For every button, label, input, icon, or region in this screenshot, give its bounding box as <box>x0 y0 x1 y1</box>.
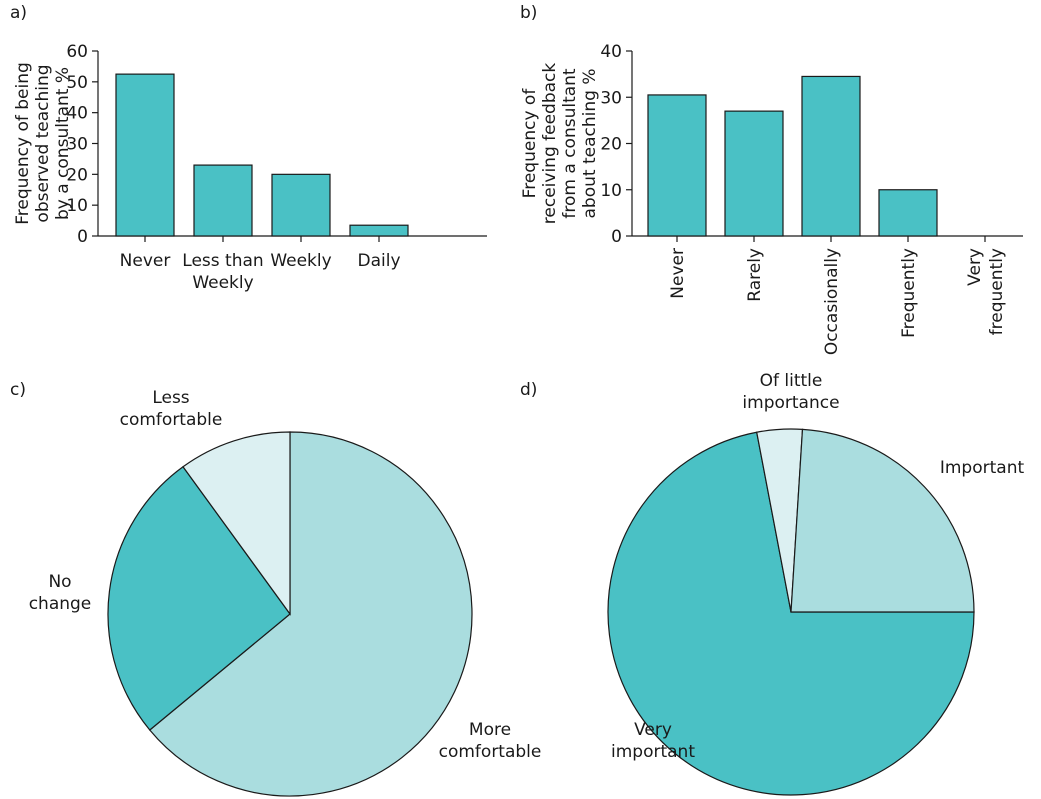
x-tick-label-line: Occasionally <box>822 248 842 355</box>
y-axis-label-line: receiving feedback <box>540 63 560 225</box>
pie-label-line: importance <box>742 393 839 413</box>
bar-b-0 <box>647 94 707 237</box>
pie-slice-c-0 <box>148 431 473 797</box>
x-tick-label: Rarely <box>745 248 765 302</box>
pie-label: Very important <box>611 720 695 762</box>
pie-slice-d-0 <box>607 431 975 796</box>
bar-b-1 <box>724 110 784 237</box>
y-tick-label: 0 <box>611 227 622 247</box>
y-tick-label: 30 <box>66 135 88 155</box>
x-tick-label: Never <box>120 251 171 271</box>
pie-label-line: important <box>611 742 695 762</box>
panel-label-c: c) <box>10 380 26 400</box>
x-tick-label: Very frequently <box>965 248 1007 335</box>
bar-b-3 <box>878 189 938 237</box>
pie-slice-c-1 <box>107 465 291 731</box>
x-tick-label-line: Frequently <box>899 248 919 338</box>
x-tick-label-line: Daily <box>357 251 400 271</box>
pie-label: No change <box>29 572 92 614</box>
y-axis-label-line: Frequency of <box>520 88 540 199</box>
panel-label-b: b) <box>520 3 537 23</box>
pie-label: Important <box>940 458 1025 478</box>
bar-a-1 <box>193 164 253 237</box>
panel-label-a: a) <box>10 3 27 23</box>
y-tick-label: 30 <box>600 88 622 108</box>
pie-label-line: Very <box>634 720 672 740</box>
bar-a-3 <box>349 224 409 237</box>
pie-label-line: Important <box>940 458 1025 478</box>
bar-a-0 <box>115 73 175 237</box>
y-axis-label-line: observed teaching <box>33 64 53 222</box>
x-tick-label-line: Less than <box>182 251 263 271</box>
panel-label-d: d) <box>520 380 537 400</box>
pie-slice-d-2 <box>790 428 975 613</box>
y-tick-label: 40 <box>600 42 622 62</box>
x-tick-label: Occasionally <box>822 248 842 355</box>
x-tick-label-line: Never <box>668 248 688 299</box>
x-tick-label: Daily <box>357 251 400 271</box>
x-tick-label-line: Very <box>965 248 985 286</box>
y-tick-label: 50 <box>66 73 88 93</box>
pie-label-line: Of little <box>760 371 823 391</box>
x-tick-label: Weekly <box>270 251 331 271</box>
x-tick-label-line: Rarely <box>745 248 765 302</box>
x-tick-label-line: Never <box>120 251 171 271</box>
y-tick-label: 60 <box>66 42 88 62</box>
y-tick-label: 10 <box>600 181 622 201</box>
pie-label: Less comfortable <box>120 388 223 430</box>
pie-label-line: comfortable <box>439 742 542 762</box>
x-tick-label-line: frequently <box>987 248 1007 335</box>
x-tick-label: Less than Weekly <box>182 251 263 293</box>
pie-label-line: Less <box>152 388 189 408</box>
pie-label-line: No <box>48 572 71 592</box>
y-axis-label-line: from a consultant <box>560 68 580 219</box>
pie-chart-d: d) Very important Of little importance Import… <box>520 371 1025 796</box>
y-tick-label: 0 <box>77 227 88 247</box>
y-tick-label: 10 <box>66 196 88 216</box>
bar-a-2 <box>271 173 331 237</box>
y-axis-label-line: Frequency of being <box>13 62 33 225</box>
y-axis-label: Frequency ofreceiving feedbackfrom a con… <box>520 63 600 225</box>
x-tick-label: Frequently <box>899 248 919 338</box>
y-tick-label: 40 <box>66 104 88 124</box>
pie-label: More comfortable <box>439 720 542 762</box>
pie-label-line: comfortable <box>120 410 223 430</box>
pie-label-line: More <box>469 720 511 740</box>
x-tick-label-line: Weekly <box>270 251 331 271</box>
y-axis-label-line: by a consultant % <box>53 67 73 220</box>
y-axis-label: Frequency of beingobserved teachingby a … <box>13 62 73 225</box>
pie-label: Of little importance <box>742 371 839 413</box>
x-tick-label: Never <box>668 248 688 299</box>
y-tick-label: 20 <box>66 165 88 185</box>
y-tick-label: 20 <box>600 135 622 155</box>
x-tick-label-line: Weekly <box>192 273 253 293</box>
y-axis-label-line: about teaching % <box>580 69 600 219</box>
bar-b-2 <box>801 75 861 237</box>
pie-slice-c-2 <box>182 431 291 616</box>
pie-label-line: change <box>29 594 92 614</box>
